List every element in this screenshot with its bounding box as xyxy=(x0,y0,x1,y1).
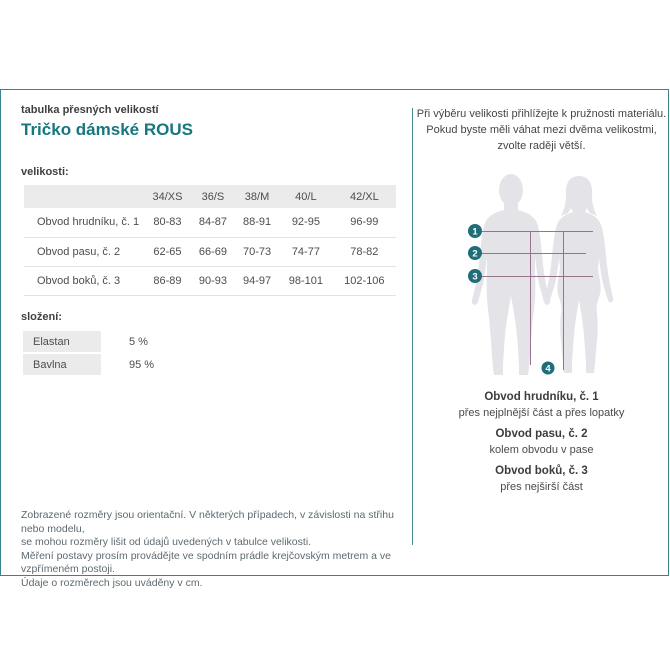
marker-1-badge: 1 xyxy=(468,224,482,238)
size-value: 84-87 xyxy=(190,208,235,238)
measurement-legend: Obvod hrudníku, č. 1 přes nejplnější čás… xyxy=(414,389,669,500)
legend-item: Obvod hrudníku, č. 1 přes nejplnější čás… xyxy=(414,389,669,421)
composition-row: Bavlna 95 % xyxy=(23,354,323,375)
size-column-header: 42/XL xyxy=(332,185,396,208)
composition-table: Elastan 5 % Bavlna 95 % xyxy=(23,331,323,377)
composition-row: Elastan 5 % xyxy=(23,331,323,352)
disclaimer-text: Zobrazené rozměry jsou orientační. V něk… xyxy=(21,509,405,590)
svg-text:3: 3 xyxy=(472,272,477,283)
size-value: 96-99 xyxy=(332,208,396,238)
svg-text:2: 2 xyxy=(472,249,477,260)
size-table-header-row: 34/XS 36/S 38/M 40/L 42/XL xyxy=(24,185,396,208)
legend-title: Obvod boků, č. 3 xyxy=(495,465,588,477)
marker-4-badge: 4 xyxy=(541,361,555,375)
size-table-corner-cell xyxy=(24,185,144,208)
material-percent: 5 % xyxy=(129,335,148,348)
size-value: 80-83 xyxy=(144,208,191,238)
size-value: 66-69 xyxy=(190,237,235,267)
body-measurement-diagram: 1 2 3 4 xyxy=(468,174,614,375)
size-value: 88-91 xyxy=(235,208,280,238)
size-column-header: 36/S xyxy=(190,185,235,208)
svg-text:4: 4 xyxy=(545,364,551,375)
size-value: 70-73 xyxy=(235,237,280,267)
row-label: Obvod hrudníku, č. 1 xyxy=(24,208,144,238)
row-label: Obvod boků, č. 3 xyxy=(24,266,144,296)
table-row: Obvod hrudníku, č. 1 80-83 84-87 88-91 9… xyxy=(24,208,396,238)
sizing-advice-text: Při výběru velikosti přihlížejte k pružn… xyxy=(414,106,669,154)
advice-line: zvolte raději větší. xyxy=(497,140,586,152)
advice-line: Při výběru velikosti přihlížejte k pružn… xyxy=(416,108,667,120)
legend-title: Obvod pasu, č. 2 xyxy=(495,428,588,440)
size-value: 78-82 xyxy=(332,237,396,267)
disclaimer-line: Zobrazené rozměry jsou orientační. V něk… xyxy=(21,509,394,535)
table-row: Obvod boků, č. 3 86-89 90-93 94-97 98-10… xyxy=(24,266,396,296)
size-value: 98-101 xyxy=(279,266,333,296)
material-label: Bavlna xyxy=(23,354,101,375)
sizes-section-label: velikosti: xyxy=(21,166,69,178)
legend-description: kolem obvodu v pase xyxy=(489,444,594,456)
disclaimer-line: Měření postavy prosím provádějte ve spod… xyxy=(21,549,391,576)
material-percent: 95 % xyxy=(129,358,155,371)
row-label: Obvod pasu, č. 2 xyxy=(24,237,144,267)
size-value: 102-106 xyxy=(332,266,396,296)
table-row: Obvod pasu, č. 2 62-65 66-69 70-73 74-77… xyxy=(24,237,396,267)
size-value: 94-97 xyxy=(235,266,280,296)
legend-title: Obvod hrudníku, č. 1 xyxy=(484,391,599,403)
size-table: 34/XS 36/S 38/M 40/L 42/XL Obvod hrudník… xyxy=(24,185,396,296)
disclaimer-line: Údaje o rozměrech jsou uváděny v cm. xyxy=(21,576,203,589)
size-column-header: 34/XS xyxy=(144,185,191,208)
size-value: 62-65 xyxy=(144,237,191,267)
size-value: 86-89 xyxy=(144,266,191,296)
advice-line: Pokud byste měli váhat mezi dvěma veliko… xyxy=(426,124,657,136)
size-column-header: 40/L xyxy=(279,185,333,208)
material-label: Elastan xyxy=(23,331,101,352)
size-value: 92-95 xyxy=(279,208,333,238)
measurement-lines xyxy=(482,231,593,370)
product-title: Tričko dámské ROUS xyxy=(21,120,193,139)
size-chart-panel: tabulka přesných velikostí Tričko dámské… xyxy=(0,89,669,589)
female-silhouette-figure xyxy=(544,176,614,373)
male-silhouette-figure xyxy=(471,174,551,375)
legend-description: přes nejplnější část a přes lopatky xyxy=(458,407,625,419)
size-value: 90-93 xyxy=(190,266,235,296)
legend-item: Obvod boků, č. 3 přes nejširší část xyxy=(414,463,669,495)
size-value: 74-77 xyxy=(279,237,333,267)
disclaimer-line: se mohou rozměry lišit od údajů uvedenýc… xyxy=(21,536,312,548)
vertical-divider xyxy=(412,108,413,545)
svg-text:1: 1 xyxy=(472,227,478,238)
legend-item: Obvod pasu, č. 2 kolem obvodu v pase xyxy=(414,426,669,458)
chart-subtitle: tabulka přesných velikostí xyxy=(21,104,159,116)
size-column-header: 38/M xyxy=(235,185,280,208)
marker-2-badge: 2 xyxy=(468,246,482,260)
marker-3-badge: 3 xyxy=(468,269,482,283)
composition-section-label: složení: xyxy=(21,311,62,323)
legend-description: přes nejširší část xyxy=(500,481,583,493)
